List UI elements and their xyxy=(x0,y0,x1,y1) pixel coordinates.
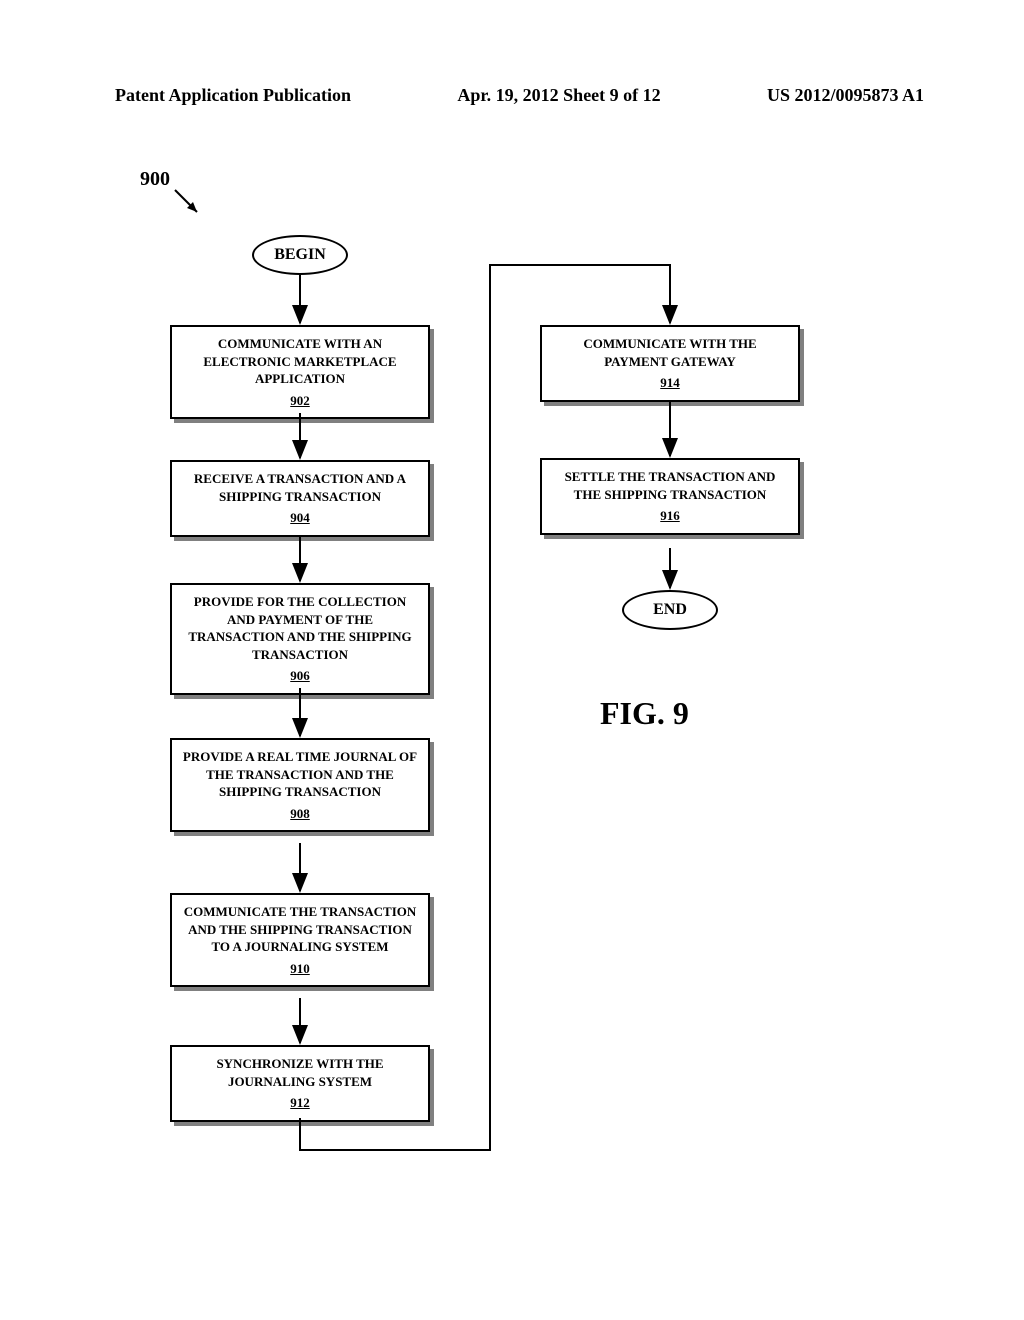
step-902-ref: 902 xyxy=(290,392,310,410)
step-916-text: SETTLE THE TRANSACTION AND THE SHIPPING … xyxy=(552,468,788,503)
step-910-text: COMMUNICATE THE TRANSACTION AND THE SHIP… xyxy=(182,903,418,956)
step-912-text: SYNCHRONIZE WITH THE JOURNALING SYSTEM xyxy=(182,1055,418,1090)
step-914-ref: 914 xyxy=(660,374,680,392)
step-910-ref: 910 xyxy=(290,960,310,978)
step-912-ref: 912 xyxy=(290,1094,310,1112)
flowchart-diagram: 900 BEGIN COMMUNICATE WITH AN ELECTRONIC… xyxy=(0,140,1024,1300)
step-916-ref: 916 xyxy=(660,507,680,525)
step-910: COMMUNICATE THE TRANSACTION AND THE SHIP… xyxy=(170,893,430,987)
header-center: Apr. 19, 2012 Sheet 9 of 12 xyxy=(457,85,660,106)
step-908-text: PROVIDE A REAL TIME JOURNAL OF THE TRANS… xyxy=(182,748,418,801)
step-904: RECEIVE A TRANSACTION AND A SHIPPING TRA… xyxy=(170,460,430,537)
step-906-ref: 906 xyxy=(290,667,310,685)
step-902-text: COMMUNICATE WITH AN ELECTRONIC MARKETPLA… xyxy=(182,335,418,388)
terminal-begin-label: BEGIN xyxy=(274,246,326,264)
step-916: SETTLE THE TRANSACTION AND THE SHIPPING … xyxy=(540,458,800,535)
step-914: COMMUNICATE WITH THE PAYMENT GATEWAY 914 xyxy=(540,325,800,402)
step-914-text: COMMUNICATE WITH THE PAYMENT GATEWAY xyxy=(552,335,788,370)
patent-header: Patent Application Publication Apr. 19, … xyxy=(0,85,1024,106)
terminal-end-label: END xyxy=(653,601,687,619)
flow-connectors xyxy=(0,140,1024,1300)
figure-label: FIG. 9 xyxy=(600,695,689,732)
step-906-text: PROVIDE FOR THE COLLECTION AND PAYMENT O… xyxy=(182,593,418,663)
header-left: Patent Application Publication xyxy=(115,85,351,106)
terminal-end: END xyxy=(622,590,718,630)
step-908-ref: 908 xyxy=(290,805,310,823)
header-right: US 2012/0095873 A1 xyxy=(767,85,924,106)
step-906: PROVIDE FOR THE COLLECTION AND PAYMENT O… xyxy=(170,583,430,695)
step-902: COMMUNICATE WITH AN ELECTRONIC MARKETPLA… xyxy=(170,325,430,419)
step-904-ref: 904 xyxy=(290,509,310,527)
terminal-begin: BEGIN xyxy=(252,235,348,275)
leader-line xyxy=(165,180,205,220)
step-908: PROVIDE A REAL TIME JOURNAL OF THE TRANS… xyxy=(170,738,430,832)
step-912: SYNCHRONIZE WITH THE JOURNALING SYSTEM 9… xyxy=(170,1045,430,1122)
step-904-text: RECEIVE A TRANSACTION AND A SHIPPING TRA… xyxy=(182,470,418,505)
